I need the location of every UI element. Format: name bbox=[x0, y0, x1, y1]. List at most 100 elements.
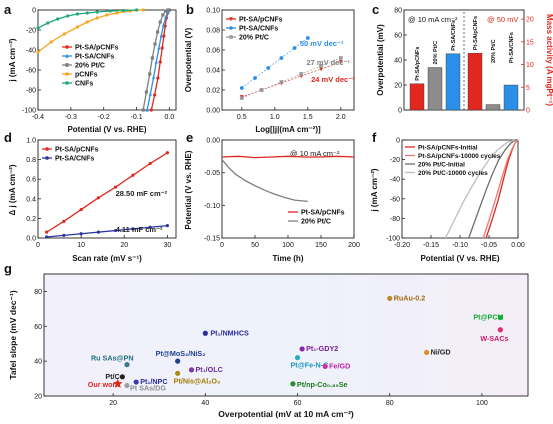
x-tick-label-f: -0.20 bbox=[394, 242, 410, 249]
point-label-g: Pt/np-Co₀.₈₅Se bbox=[297, 380, 348, 389]
y-tick-label-c: 20 bbox=[394, 83, 402, 90]
x-tick-labels-f: -0.20 -0.15 -0.10 -0.05 0.00 bbox=[394, 235, 525, 249]
data-point-d-1 bbox=[131, 227, 135, 231]
x-axis-label-a: Potential (V vs. RHE) bbox=[67, 125, 146, 134]
x-axis-label-g: Overpotential (mV at 10 mA cm⁻²) bbox=[218, 409, 354, 419]
data-point-g bbox=[202, 330, 208, 336]
legend-marker-b bbox=[229, 26, 233, 30]
x-tick-label-d: 10 bbox=[77, 242, 85, 249]
legend-label-f: Pt-SA/pCNFs-Initial bbox=[418, 145, 478, 152]
y-tick-label-b: 0.10 bbox=[206, 8, 220, 15]
point-label-g: Pt₁-GDY2 bbox=[306, 344, 338, 353]
chart-panel-g: Overpotential (mV at 10 mA cm⁻²) Tafel s… bbox=[8, 273, 529, 419]
y-axis-label-a: j (mA cm⁻²) bbox=[8, 38, 17, 82]
legend-marker-a bbox=[65, 53, 69, 58]
y-tick-label-e: -0.05 bbox=[204, 170, 220, 177]
legend-e: Pt-SA/pCNFs 20% Pt/C bbox=[288, 210, 345, 226]
y-tick-label-a: -20 bbox=[26, 28, 36, 35]
data-point-a-3 bbox=[36, 50, 40, 54]
slope-label-b: 24 mV dec⁻¹ bbox=[311, 75, 355, 84]
y-tick-label-b: 0.06 bbox=[206, 48, 220, 55]
data-point-a-1 bbox=[164, 14, 168, 19]
point-label-g: Pt₁/OLC bbox=[196, 365, 223, 374]
point-label-g: Ni/GD bbox=[431, 347, 451, 356]
series-line-e-0 bbox=[221, 155, 355, 159]
left-group-label-c: @ 10 mA cm⁻² bbox=[408, 15, 458, 24]
x-tick-label-f: -0.05 bbox=[481, 242, 497, 249]
y-tick-label-e: 0.00 bbox=[206, 138, 220, 145]
y-tick-label-d: 0.6 bbox=[26, 177, 36, 184]
data-point-a-2 bbox=[150, 56, 154, 60]
data-point-a-2 bbox=[156, 30, 160, 34]
data-point-a-4 bbox=[65, 14, 70, 18]
x-axis-label-e: Time (h) bbox=[273, 254, 304, 263]
fit-line-b-2 bbox=[241, 57, 341, 99]
legend-label-a: Pt-SA/pCNFs bbox=[75, 45, 119, 52]
y-tick-label-b: 0.02 bbox=[206, 88, 220, 95]
series-layer-b bbox=[239, 36, 343, 100]
series-layer-e bbox=[221, 155, 355, 203]
legend-label-f: 20% Pt/C-10000 cycles bbox=[418, 170, 488, 177]
x-tick-labels-b: 0.5 1.0 1.5 2.0 bbox=[237, 107, 346, 121]
y-tick-label-a: -40 bbox=[26, 48, 36, 55]
data-point-d-1 bbox=[148, 225, 152, 229]
data-point-d-0 bbox=[114, 185, 118, 189]
bar-label-mass-activity: Pt-SA/pCNFs bbox=[473, 16, 479, 50]
x-tick-label-d: 20 bbox=[120, 242, 128, 249]
x-tick-labels-g: 20 40 60 80 100 bbox=[109, 393, 488, 407]
y-tick-label-e: -0.15 bbox=[204, 236, 220, 243]
x-tick-label-d: 30 bbox=[163, 242, 171, 249]
data-point-a-1 bbox=[154, 59, 158, 64]
point-label-g: W-SACs bbox=[480, 334, 508, 343]
y-tick-label-c: 80 bbox=[394, 8, 402, 15]
condition-label-e: @ 10 mA cm⁻² bbox=[290, 149, 340, 158]
data-point-b-0 bbox=[338, 60, 343, 65]
x-tick-label-a: 0.0 bbox=[165, 114, 175, 121]
data-point-d-1 bbox=[165, 224, 169, 228]
data-point-a-0 bbox=[158, 60, 162, 64]
legend-label-e: 20% Pt/C bbox=[301, 219, 331, 226]
x-tick-label-f: -0.10 bbox=[452, 242, 468, 249]
data-point-a-1 bbox=[166, 9, 170, 14]
series-line-a-1 bbox=[146, 9, 170, 111]
data-point-a-0 bbox=[149, 108, 153, 112]
plot-frame-b bbox=[221, 9, 355, 111]
data-point-g bbox=[124, 362, 130, 368]
data-point-d-0 bbox=[79, 207, 83, 212]
legend-b: Pt-SA/pCNFs Pt-SA/CNFs 20% Pt/C bbox=[226, 17, 283, 42]
panel-letter-f: f bbox=[372, 130, 377, 145]
legend-marker-d bbox=[45, 156, 49, 160]
legend-label-a: CNFs bbox=[75, 81, 93, 88]
y-tick-label-e: -0.10 bbox=[204, 203, 220, 210]
data-point-d-0 bbox=[45, 230, 49, 234]
x-tick-label-g: 40 bbox=[201, 400, 209, 407]
data-point-a-2 bbox=[158, 20, 162, 24]
y2-tick-label-c: 20 bbox=[526, 17, 534, 24]
data-point-a-2 bbox=[144, 90, 149, 94]
data-point-g bbox=[290, 381, 296, 387]
y2-tick-label-c: 5 bbox=[526, 85, 530, 92]
x-tick-label-e: 50 bbox=[251, 242, 259, 249]
data-point-a-4 bbox=[95, 10, 99, 14]
data-point-a-4 bbox=[46, 21, 50, 25]
legend-label-f: Pt-SA/pCNFs-10000 cycles bbox=[418, 153, 501, 160]
series-line-f-1 bbox=[482, 139, 519, 239]
point-label-g: Fe/GD bbox=[329, 361, 350, 370]
legend-label-d: Pt-SA/CNFs bbox=[55, 156, 94, 163]
bar-label-mass-activity: 20% Pt/C bbox=[491, 39, 497, 63]
legend-marker-a bbox=[65, 81, 69, 85]
bar-overpotential bbox=[427, 67, 443, 111]
y-tick-label-d: 0.2 bbox=[26, 216, 36, 223]
capacitance-label-d: 4.11 mF cm⁻² bbox=[116, 225, 163, 234]
bar-label-overpotential: 20% Pt/C bbox=[433, 41, 439, 65]
data-point-a-1 bbox=[159, 33, 163, 38]
legend-a: Pt-SA/pCNFs Pt-SA/CNFs 20% Pt/C pCNFs CNFs bbox=[62, 45, 119, 88]
data-point-a-3 bbox=[95, 16, 99, 20]
plot-frame-d bbox=[37, 139, 177, 239]
x-tick-label-g: 100 bbox=[476, 400, 488, 407]
legend-marker-b bbox=[229, 17, 233, 22]
data-point-b-0 bbox=[319, 67, 323, 72]
y-tick-labels-d: 0.0 0.2 0.4 0.6 0.8 1.0 bbox=[26, 138, 41, 243]
y-axis-label-b: Overpotential (V) bbox=[184, 27, 193, 92]
